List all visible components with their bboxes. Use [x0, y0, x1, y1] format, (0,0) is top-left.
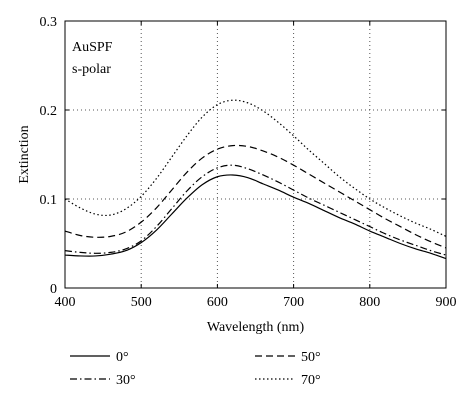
gridlines: [65, 21, 446, 288]
series-line-1: [64, 164, 447, 256]
y-tick-label: 0.1: [40, 193, 58, 208]
annotation-line-1: AuSPF: [72, 40, 113, 55]
legend: 0° 30° 50° 70°: [70, 350, 321, 388]
plot-frame: [64, 20, 447, 289]
y-tick-label: 0.2: [40, 104, 58, 119]
series-line-2: [64, 144, 447, 249]
series-line-0: [64, 174, 447, 260]
annotation-line-2: s-polar: [72, 62, 111, 77]
legend-label-3: 70°: [301, 373, 321, 388]
series-line-3: [64, 99, 447, 237]
legend-label-1: 30°: [116, 373, 136, 388]
x-tick-label: 400: [55, 295, 76, 310]
series-lines: [64, 99, 447, 260]
x-axis-label: Wavelength (nm): [207, 320, 305, 335]
y-tick-label: 0.3: [40, 15, 58, 30]
x-tick-label: 800: [359, 295, 380, 310]
x-tick-label: 700: [283, 295, 304, 310]
y-axis-label: Extinction: [17, 125, 32, 183]
axis-ticks: 400 500 600 700 800 900 0 0.1 0.2 0.3: [40, 15, 457, 310]
x-tick-label: 500: [131, 295, 152, 310]
x-tick-label: 600: [207, 295, 228, 310]
y-tick-label: 0: [50, 282, 57, 297]
legend-label-0: 0°: [116, 350, 129, 365]
legend-label-2: 50°: [301, 350, 321, 365]
x-tick-label: 900: [436, 295, 457, 310]
